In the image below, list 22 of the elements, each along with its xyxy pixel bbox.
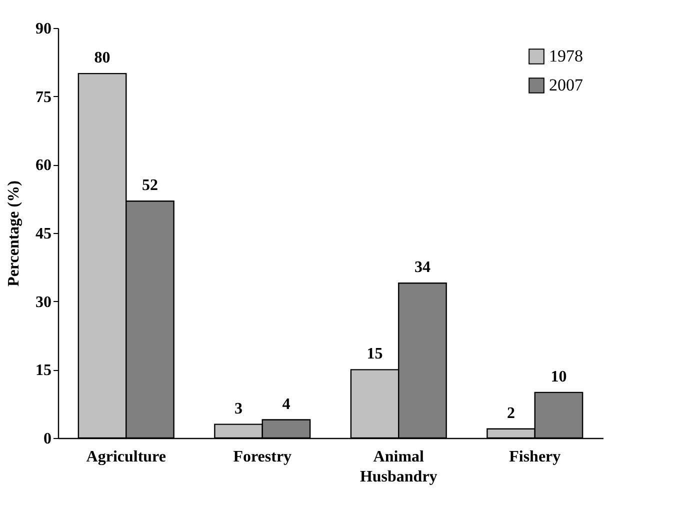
- data-label: 34: [414, 259, 430, 276]
- legend-label: 1978: [549, 46, 583, 66]
- y-tick-label: 45: [36, 226, 52, 242]
- y-tick-label: 0: [44, 430, 52, 448]
- data-label: 15: [366, 346, 383, 363]
- data-label: 4: [282, 396, 290, 413]
- y-tick-label: 90: [36, 20, 52, 38]
- y-tick-label: 60: [36, 157, 52, 174]
- y-tick-label: 30: [36, 294, 52, 311]
- legend-label: 2007: [549, 76, 584, 94]
- y-tick-label: 75: [36, 88, 52, 106]
- x-tick-label: Agriculture: [86, 448, 166, 466]
- data-label: 80: [94, 50, 110, 67]
- y-tick-label: 15: [36, 362, 52, 380]
- data-label: 10: [550, 368, 567, 386]
- x-tick-label: Forestry: [233, 448, 292, 466]
- x-tick-label: Animal Husbandry: [360, 448, 438, 486]
- y-axis-title: Percentage (%): [6, 180, 22, 286]
- data-label: 52: [142, 177, 158, 194]
- x-tick-label: Fishery: [509, 448, 561, 466]
- data-label: 2: [507, 404, 516, 422]
- data-label: 3: [234, 400, 243, 418]
